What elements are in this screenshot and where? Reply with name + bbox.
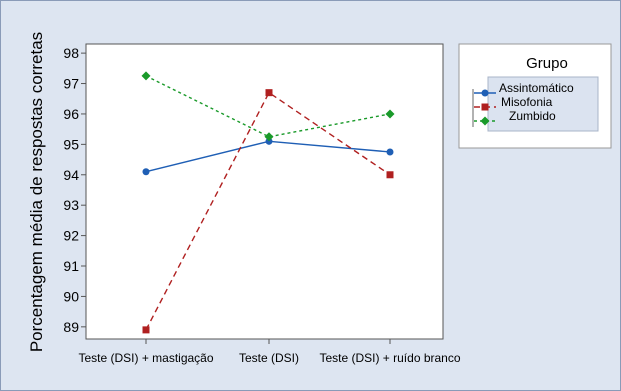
legend-swatch-marker: [481, 103, 489, 111]
data-point-misofonia: [386, 171, 394, 179]
x-axis: Teste (DSI) + mastigação Teste (DSI) Teste…: [78, 339, 461, 365]
y-tick-label: 97: [63, 76, 79, 92]
y-axis: 89 90 91 92 93 94 95 96 97 98: [63, 45, 86, 335]
series-assintomatico: [142, 137, 394, 176]
series-line-misofonia: [145, 91, 391, 331]
y-tick-label: 96: [63, 106, 79, 122]
legend-swatch-marker: [481, 89, 489, 97]
y-tick-label: 94: [63, 167, 79, 183]
y-tick-label: 91: [63, 258, 79, 274]
legend-label: Assintomático: [499, 81, 574, 95]
legend-title: Grupo: [526, 55, 568, 72]
x-tick-label: Teste (DSI) + mastigação: [78, 351, 213, 365]
y-tick-label: 90: [63, 288, 79, 304]
data-point-assintomatico: [142, 168, 150, 176]
plot-area: [85, 43, 444, 340]
legend-item-misofonia: Misofonia: [474, 95, 553, 111]
data-point-zumbido: [141, 71, 151, 81]
y-axis-title: Porcentagem média de respostas corretas: [27, 32, 46, 352]
x-tick-label: Teste (DSI) + ruído branco: [319, 351, 460, 365]
data-point-zumbido: [264, 132, 274, 142]
y-tick-label: 98: [63, 45, 79, 61]
data-point-misofonia: [265, 89, 273, 97]
series-zumbido: [141, 71, 395, 142]
series-layer: [141, 71, 395, 334]
y-tick-label: 92: [63, 228, 79, 244]
series-misofonia: [142, 89, 394, 334]
data-point-assintomatico: [265, 137, 273, 145]
legend-item-assintomatico: Assintomático: [474, 81, 574, 97]
legend-swatch-marker: [480, 116, 490, 126]
data-point-assintomatico: [386, 148, 394, 156]
y-tick-label: 93: [63, 197, 79, 213]
legend-key-background: [487, 76, 599, 132]
x-tick-label: Teste (DSI): [239, 351, 299, 365]
legend-label: Zumbido: [509, 109, 556, 123]
legend-label: Misofonia: [501, 95, 553, 109]
legend-item-zumbido: Zumbido: [474, 109, 556, 126]
data-point-misofonia: [142, 326, 150, 334]
y-tick-label: 89: [63, 319, 79, 335]
y-tick-label: 95: [63, 136, 79, 152]
data-point-zumbido: [385, 109, 395, 119]
